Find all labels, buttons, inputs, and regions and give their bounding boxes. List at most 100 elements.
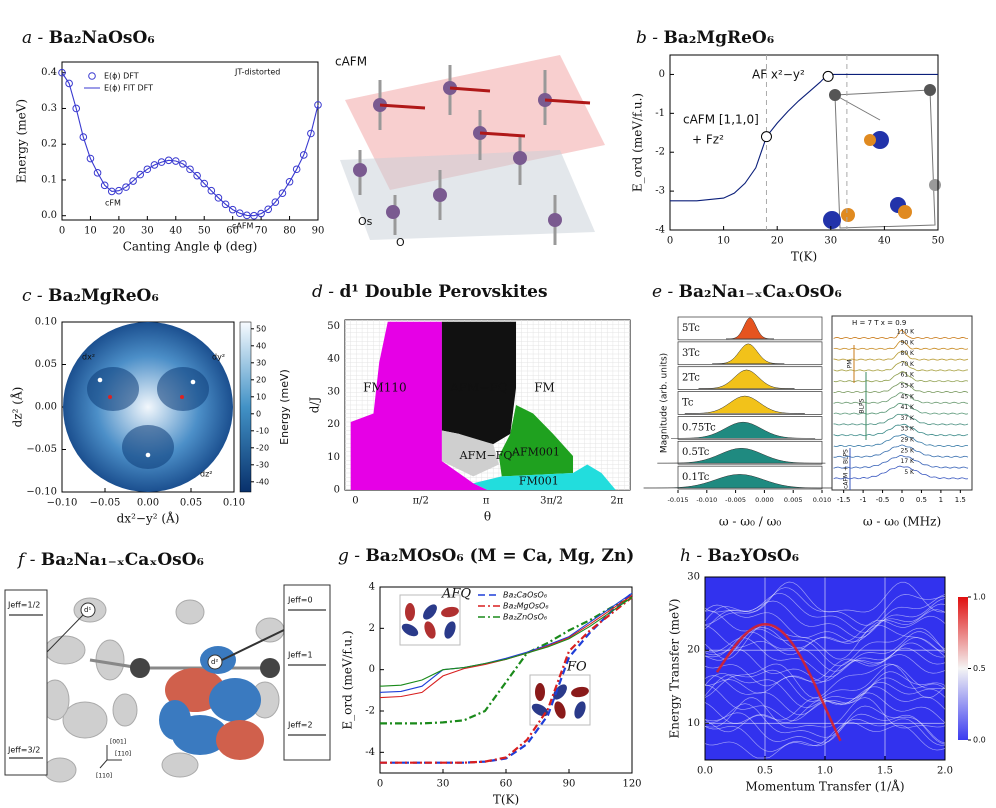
- annotation: dz²: [200, 470, 212, 479]
- crystal-sketch: [399, 594, 461, 646]
- ridge-shape: [725, 317, 775, 340]
- data-point: [235, 209, 244, 218]
- colorbar-tick-label: 10: [256, 392, 266, 401]
- spectrum-line: [833, 392, 969, 404]
- data-point: [257, 209, 265, 218]
- y-tick-label: 4: [369, 582, 375, 593]
- x-tick-label: 50: [198, 226, 211, 237]
- data-point: [179, 160, 187, 168]
- plot-frame: [379, 586, 633, 774]
- y-tick-label: 50: [327, 321, 340, 332]
- y-tick-label: 0.4: [41, 67, 57, 78]
- temperature-label: 53 K: [901, 383, 916, 390]
- x-tick-label: 10: [717, 236, 730, 247]
- x-tick-label: 0.05: [180, 498, 202, 509]
- dispersion-curve: [704, 627, 946, 667]
- ridge-shape: [698, 369, 795, 389]
- data-point: [278, 189, 287, 197]
- dispersion-curve: [704, 654, 946, 694]
- spectrum-line: [833, 413, 969, 426]
- colorbar: [239, 321, 252, 493]
- data-point: [93, 169, 102, 177]
- data-point: [136, 170, 145, 179]
- panel-heading: d - d¹ Double Perovskites: [312, 282, 548, 302]
- x-tick-label: 70: [255, 226, 268, 237]
- direction-label: [1̄10]: [115, 751, 131, 758]
- orbital-sketch: [531, 703, 549, 717]
- legend-label: E(ϕ) DFT: [104, 72, 139, 81]
- y-tick-label: 20: [327, 419, 340, 430]
- data-point: [292, 165, 301, 174]
- spectrum-line: [833, 434, 969, 448]
- y-axis-label: E_ord (meV/f.u.): [631, 93, 645, 192]
- ridge-label: 2Tc: [682, 373, 700, 384]
- data-point: [200, 179, 209, 188]
- ridge-shape: [712, 343, 785, 364]
- data-point: [228, 205, 237, 214]
- ridge-shape: [684, 395, 805, 414]
- x-tick-label: 0: [59, 226, 65, 237]
- x-axis-label: Canting Angle ϕ (deg): [123, 240, 258, 254]
- temperature-label: 37 K: [901, 415, 916, 422]
- y-tick-label: -2: [655, 147, 665, 158]
- legend-label: Ba₂MgOsO₆: [503, 602, 549, 611]
- y-tick-label: 0.2: [41, 139, 57, 150]
- x-tick-label: 90: [563, 779, 576, 790]
- colorbar-tick-label: 50: [256, 324, 266, 333]
- x-tick-label: -0.015: [668, 496, 689, 504]
- x-tick-label: 80: [283, 226, 296, 237]
- x-tick-label: −0.10: [47, 498, 78, 509]
- dispersion-curve: [704, 692, 946, 733]
- colorbar-tick-label: 0: [256, 409, 261, 418]
- legend-label: Ba₂ZnOsO₆: [503, 613, 548, 622]
- panel-heading: g - Ba₂MOsO₆ (M = Ca, Mg, Zn): [338, 546, 634, 566]
- annotation: dx²: [82, 353, 95, 362]
- direction-label: [001]: [110, 739, 126, 746]
- annotation: cAFM [1,1,0]: [683, 113, 759, 127]
- x-axis-label: T(K): [791, 250, 817, 264]
- highlight-point: [760, 131, 772, 143]
- x-axis-label: ω - ω₀ / ω₀: [719, 515, 782, 529]
- dispersion-curve: [704, 587, 946, 626]
- intense-mode: [715, 623, 842, 742]
- y-tick-label: 0: [369, 664, 375, 675]
- x-axis-label: θ: [484, 510, 491, 524]
- y-tick-label: −0.05: [26, 444, 57, 455]
- orbital-sketch: [424, 621, 436, 639]
- ridge-shape: [657, 447, 826, 464]
- y-tick-label: -4: [365, 747, 375, 758]
- dispersion-curve: [704, 598, 946, 639]
- x-tick-label: 50: [932, 236, 945, 247]
- colorbar-tick-label: 30: [256, 358, 266, 367]
- x-axis-label: Momentum Transfer (1/Å): [745, 779, 904, 794]
- annotation: + Fz²: [692, 133, 724, 147]
- site-label: d²: [211, 658, 218, 666]
- panel-heading: b - Ba₂MgReO₆: [636, 28, 774, 48]
- temperature-label: 33 K: [901, 426, 916, 433]
- x-tick-label: -0.5: [876, 496, 890, 504]
- legend-label: E(ϕ) FIT DFT: [104, 84, 153, 93]
- temperature-label: 61 K: [901, 372, 916, 379]
- y-axis-label: Energy Transfer (meV): [668, 599, 682, 739]
- panel-heading: e - Ba₂Na₁₋ₓCaₓOsO₆: [652, 282, 842, 302]
- annotation: cFM: [105, 199, 121, 208]
- legend-label: Ba₂CaOsO₆: [503, 591, 548, 600]
- level-label: Jeff=2: [287, 721, 313, 730]
- x-tick-label: 3π/2: [540, 496, 563, 507]
- x-tick-label: 40: [169, 226, 182, 237]
- x-tick-label: 0.5: [757, 766, 773, 777]
- orbital-sketch: [405, 603, 415, 621]
- spectrum-line: [833, 381, 969, 394]
- orbital-sketch: [574, 701, 586, 719]
- temperature-label: 41 K: [901, 404, 916, 411]
- y-tick-label: 0.3: [41, 103, 57, 114]
- plot-frame: [61, 61, 319, 221]
- x-axis-label: T(K): [493, 793, 519, 807]
- x-axis-label: dx²−y² (Å): [117, 511, 180, 526]
- x-axis-label: ω - ω₀ (MHz): [863, 515, 941, 529]
- orbital-sketch: [444, 621, 456, 639]
- dispersion-curve: [704, 603, 946, 643]
- y-tick-label: 0.10: [35, 317, 57, 328]
- x-tick-label: 30: [437, 779, 450, 790]
- phase-label: PM: [847, 360, 854, 369]
